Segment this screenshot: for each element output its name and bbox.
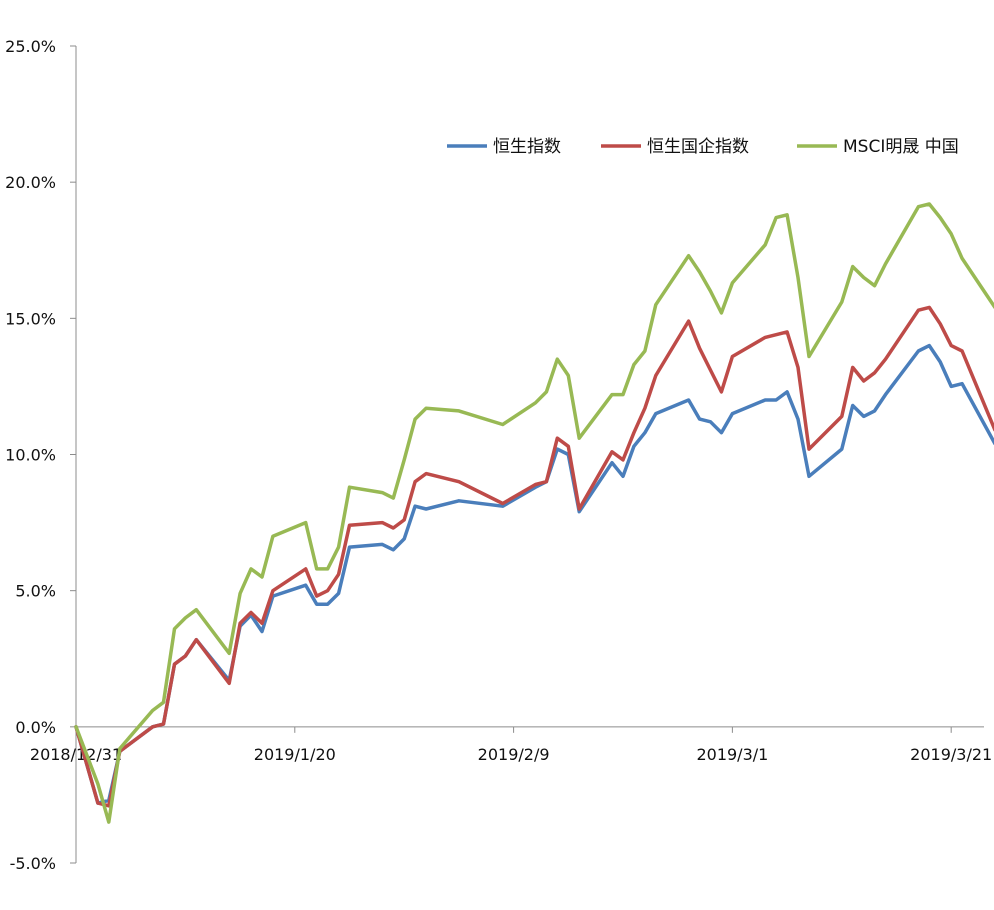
- y-tick-label: 20.0%: [5, 173, 56, 192]
- y-tick-label: 5.0%: [15, 582, 56, 601]
- series-line-3: [74, 202, 994, 824]
- y-tick-label: -5.0%: [10, 854, 56, 873]
- legend: 恒生指数 恒生国企指数 MSCI明晟 中国: [447, 137, 959, 157]
- y-tick-label: 25.0%: [5, 37, 56, 56]
- series-line-2: [74, 305, 994, 808]
- legend-label-2: 恒生国企指数: [647, 137, 749, 157]
- legend-label-3: MSCI明晟 中国: [843, 137, 959, 157]
- y-tick-label: 0.0%: [15, 718, 56, 737]
- axes: -5.0% 0.0% 5.0% 10.0% 15.0% 20.0% 25.0% 2018/12…: [5, 37, 992, 873]
- x-tick-label: 2019/2/9: [478, 745, 550, 764]
- series-line-1: [74, 343, 994, 805]
- y-tick-label: 15.0%: [5, 309, 56, 328]
- y-tick-label: 10.0%: [5, 446, 56, 465]
- x-tick-label: 2019/3/1: [696, 745, 768, 764]
- x-tick-label: 2019/1/20: [254, 745, 336, 764]
- x-tick-label: 2019/3/21: [910, 745, 992, 764]
- series-layer: [74, 202, 994, 824]
- legend-label-1: 恒生指数: [493, 137, 561, 157]
- x-tick-label: 2018/12/31: [30, 745, 122, 764]
